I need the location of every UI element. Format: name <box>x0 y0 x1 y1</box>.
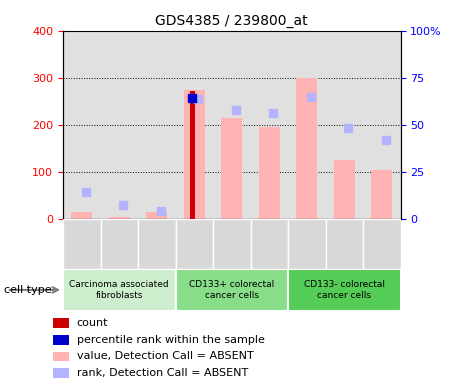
Bar <box>53 368 69 378</box>
Text: count: count <box>76 318 108 328</box>
Bar <box>53 318 69 328</box>
Text: CD133- colorectal
cancer cells: CD133- colorectal cancer cells <box>304 280 385 300</box>
Bar <box>53 351 69 361</box>
Bar <box>251 219 288 269</box>
Bar <box>146 212 167 219</box>
Bar <box>371 170 392 219</box>
Bar <box>213 219 251 269</box>
Bar <box>109 217 130 219</box>
Bar <box>190 91 195 219</box>
Bar <box>176 269 288 311</box>
Title: GDS4385 / 239800_at: GDS4385 / 239800_at <box>155 14 308 28</box>
Bar <box>63 219 100 269</box>
Text: cell type: cell type <box>4 285 52 295</box>
Bar <box>221 118 242 219</box>
Bar <box>288 219 325 269</box>
Text: Carcinoma associated
fibroblasts: Carcinoma associated fibroblasts <box>69 280 169 300</box>
Bar <box>53 335 69 344</box>
Bar <box>184 89 205 219</box>
Bar <box>100 219 138 269</box>
Bar <box>297 78 317 219</box>
Bar <box>288 269 400 311</box>
Bar <box>259 127 279 219</box>
Bar <box>63 269 176 311</box>
Bar <box>334 160 355 219</box>
Bar <box>138 219 176 269</box>
Text: rank, Detection Call = ABSENT: rank, Detection Call = ABSENT <box>76 368 248 378</box>
Text: CD133+ colorectal
cancer cells: CD133+ colorectal cancer cells <box>189 280 274 300</box>
Bar <box>176 219 213 269</box>
Text: percentile rank within the sample: percentile rank within the sample <box>76 335 265 345</box>
Bar <box>72 212 92 219</box>
Text: value, Detection Call = ABSENT: value, Detection Call = ABSENT <box>76 351 253 361</box>
Bar <box>363 219 400 269</box>
Bar <box>325 219 363 269</box>
